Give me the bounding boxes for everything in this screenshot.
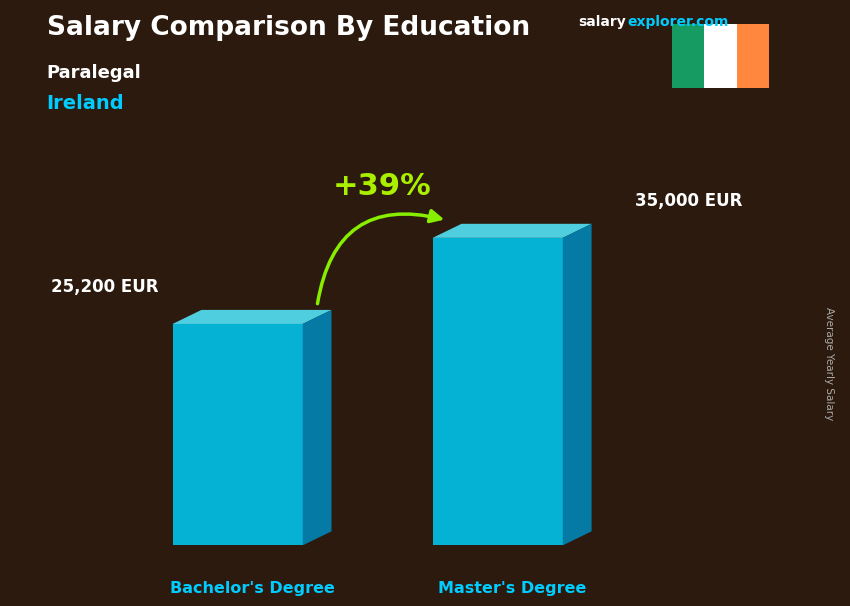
Polygon shape	[563, 224, 592, 545]
Text: Salary Comparison By Education: Salary Comparison By Education	[47, 15, 530, 41]
Polygon shape	[173, 310, 332, 324]
Text: Average Yearly Salary: Average Yearly Salary	[824, 307, 834, 420]
Text: Ireland: Ireland	[47, 94, 124, 113]
Bar	[704, 24, 737, 88]
Polygon shape	[173, 324, 303, 545]
Bar	[672, 24, 704, 88]
Bar	[737, 24, 769, 88]
Text: 25,200 EUR: 25,200 EUR	[51, 278, 158, 296]
Text: explorer.com: explorer.com	[627, 15, 728, 29]
Text: 35,000 EUR: 35,000 EUR	[635, 191, 742, 210]
Polygon shape	[433, 238, 563, 545]
Text: Bachelor's Degree: Bachelor's Degree	[170, 581, 334, 596]
Polygon shape	[433, 224, 592, 238]
Text: Paralegal: Paralegal	[47, 64, 141, 82]
Text: +39%: +39%	[332, 171, 432, 201]
Polygon shape	[303, 310, 332, 545]
Text: salary: salary	[578, 15, 626, 29]
Text: Master's Degree: Master's Degree	[438, 581, 586, 596]
